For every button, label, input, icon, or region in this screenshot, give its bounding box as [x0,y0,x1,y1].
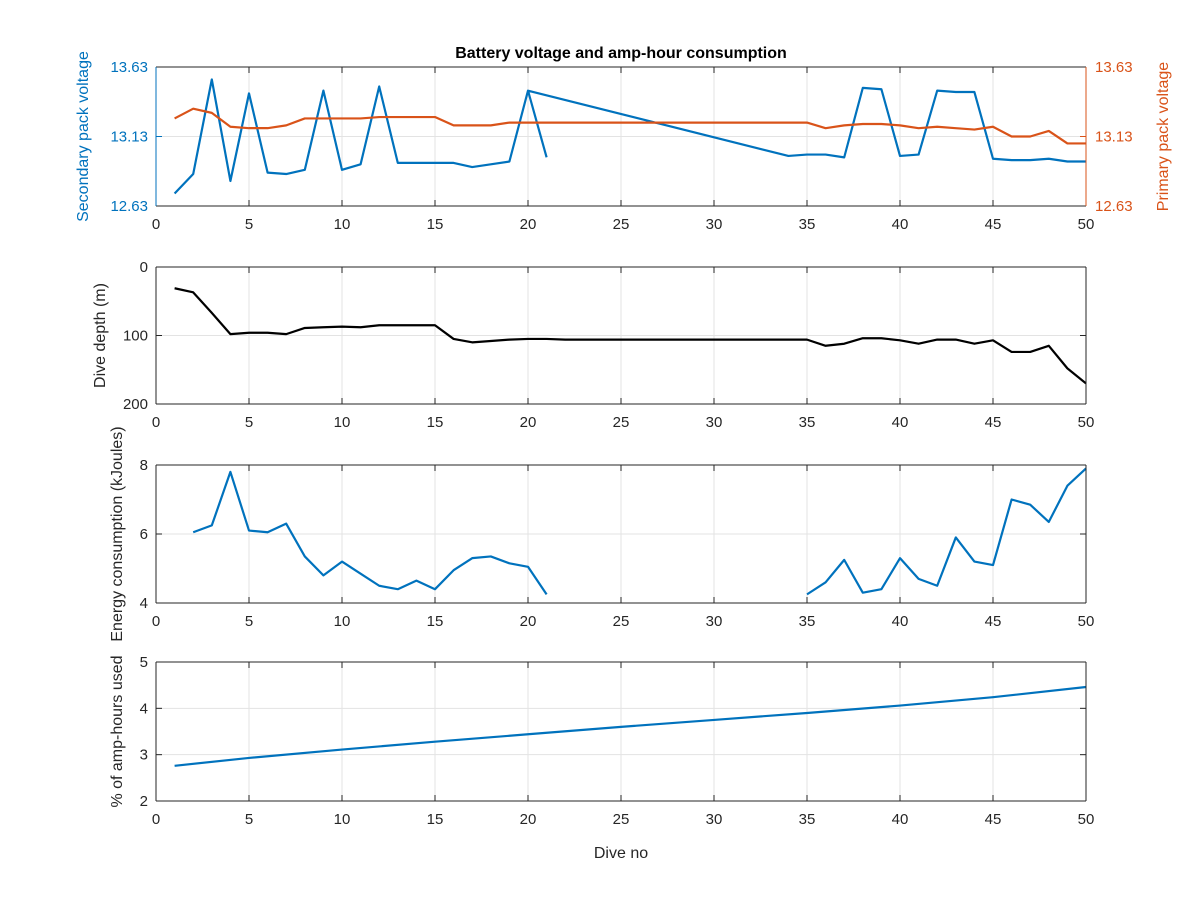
x-tick-label: 25 [613,216,630,233]
x-tick-label: 0 [152,613,160,630]
subplot-2: 0 5 10 15 20 25 30 35 40 45 50 0 100 200 Dive depth (m… [92,259,1094,431]
x-tick-label: 30 [706,216,723,233]
x-tick-label: 15 [427,216,444,233]
y-axis-label-right: Primary pack voltage [1155,62,1172,211]
y-axis-label: Energy consumption (kJoules) [109,426,126,641]
x-tick-label: 45 [985,613,1002,630]
x-tick-label: 30 [706,613,723,630]
x-tick-label: 10 [334,216,351,233]
y-tick-label: 4 [140,595,148,612]
y-tick-label: 100 [123,328,148,345]
x-tick-label: 35 [799,613,816,630]
x-tick-label: 20 [520,414,537,431]
x-tick-label: 5 [245,414,253,431]
y-right-tick-label: 13.63 [1095,59,1133,76]
subplot-3: 0 5 10 15 20 25 30 35 40 45 50 4 6 8 Energy consumptio… [109,426,1094,641]
x-tick-label: 15 [427,414,444,431]
x-tick-label: 40 [892,613,909,630]
x-axis-label: Dive no [594,845,648,862]
subplot-1: 0 5 10 15 20 25 30 35 40 45 5012.6313.1313.6312.63… [75,45,1172,233]
y-right-tick-label: 12.63 [1095,198,1133,215]
x-tick-label: 35 [799,216,816,233]
y-tick-label: 6 [140,526,148,543]
x-tick-label: 25 [613,613,630,630]
x-tick-label: 5 [245,613,253,630]
y-axis-label: Secondary pack voltage [75,51,92,222]
x-tick-label: 40 [892,811,909,828]
y-tick-label: 8 [140,457,148,474]
y-tick-label: 4 [140,700,148,717]
x-tick-label: 10 [334,414,351,431]
y-tick-label: 12.63 [110,198,148,215]
y-tick-label: 5 [140,654,148,671]
x-tick-label: 30 [706,414,723,431]
y-tick-label: 2 [140,793,148,810]
x-tick-label: 20 [520,216,537,233]
series-line-2 [174,107,1086,145]
x-tick-label: 40 [892,216,909,233]
x-tick-label: 25 [613,414,630,431]
x-tick-label: 50 [1078,216,1095,233]
y-tick-label: 13.13 [110,129,148,146]
series-line-1 [192,467,1087,596]
y-right-tick-label: 13.13 [1095,129,1133,146]
y-tick-label: 3 [140,747,148,764]
x-tick-label: 35 [799,811,816,828]
x-tick-label: 30 [706,811,723,828]
x-tick-label: 15 [427,811,444,828]
x-tick-label: 45 [985,216,1002,233]
x-tick-label: 50 [1078,613,1095,630]
x-tick-label: 50 [1078,414,1095,431]
series-line-1 [173,78,1086,195]
x-tick-label: 35 [799,414,816,431]
series-line-1 [174,287,1087,385]
y-tick-label: 200 [123,396,148,413]
x-tick-label: 20 [520,613,537,630]
x-tick-label: 10 [334,613,351,630]
x-tick-label: 45 [985,811,1002,828]
x-tick-label: 5 [245,811,253,828]
y-tick-label: 0 [140,259,148,276]
x-tick-label: 5 [245,216,253,233]
x-tick-label: 10 [334,811,351,828]
x-tick-label: 20 [520,811,537,828]
x-tick-label: 45 [985,414,1002,431]
x-tick-label: 15 [427,613,444,630]
y-tick-label: 13.63 [110,59,148,76]
y-axis-label: % of amp-hours used [109,655,126,807]
x-tick-label: 25 [613,811,630,828]
x-tick-label: 0 [152,414,160,431]
y-axis-label: Dive depth (m) [92,283,109,388]
x-tick-label: 50 [1078,811,1095,828]
x-tick-label: 0 [152,811,160,828]
series-line-1 [174,685,1087,767]
x-tick-label: 40 [892,414,909,431]
x-tick-label: 0 [152,216,160,233]
chart-title: Battery voltage and amp-hour consumption [455,45,787,62]
